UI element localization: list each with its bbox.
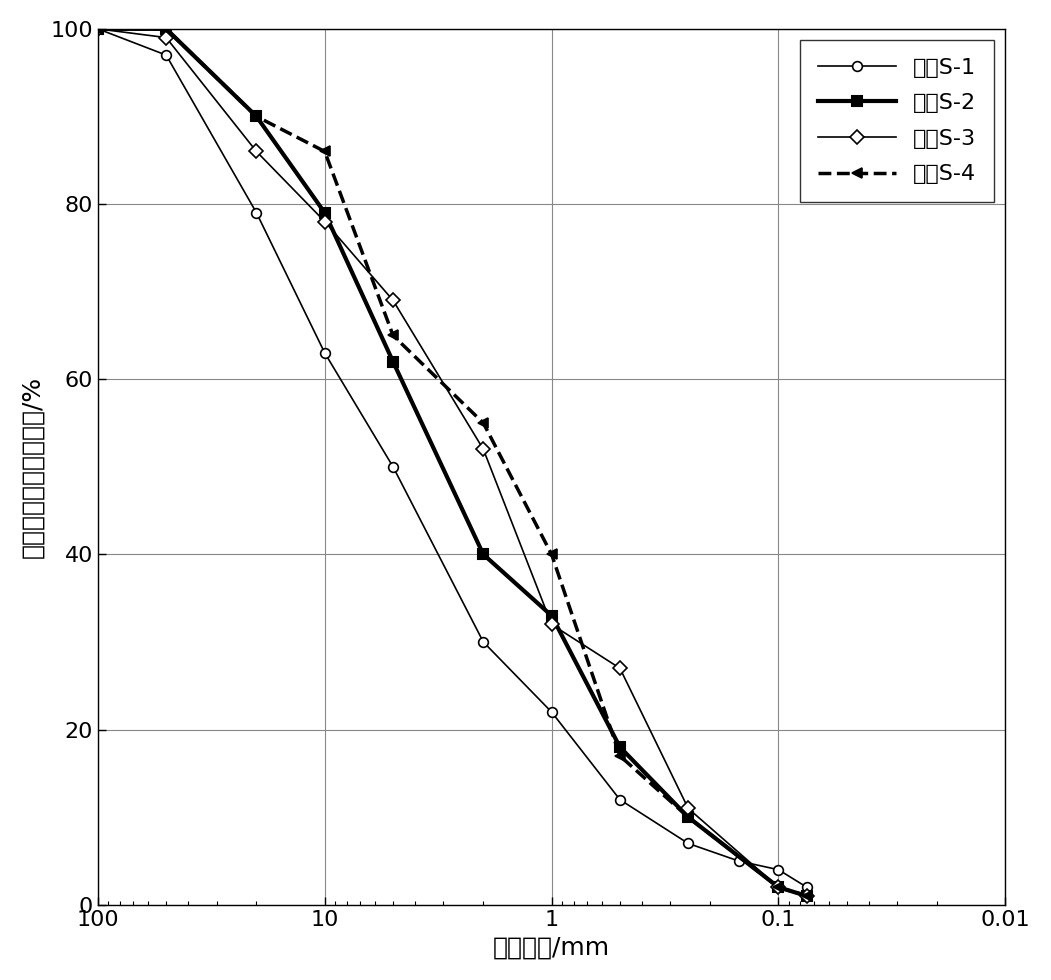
土样S-3 [614, 662, 626, 674]
土样S-4 [545, 549, 558, 561]
土样S-4 [682, 811, 695, 823]
土样S-2 [477, 549, 490, 561]
Line: 土样S-4: 土样S-4 [94, 24, 811, 901]
土样S-3 [545, 618, 558, 630]
土样S-2 [682, 811, 695, 823]
土样S-4 [614, 750, 626, 761]
Legend: 土样S-1, 土样S-2, 土样S-3, 土样S-4: 土样S-1, 土样S-2, 土样S-3, 土样S-4 [800, 40, 994, 202]
土样S-3 [160, 31, 172, 43]
Line: 土样S-1: 土样S-1 [94, 24, 811, 892]
土样S-4 [318, 146, 331, 158]
土样S-4 [250, 111, 263, 122]
土样S-3 [682, 803, 695, 814]
土样S-4 [477, 417, 490, 429]
土样S-2 [772, 881, 785, 893]
土样S-2 [545, 610, 558, 621]
土样S-1 [801, 881, 813, 893]
土样S-4 [387, 329, 399, 341]
土样S-2 [160, 23, 172, 34]
土样S-1 [545, 707, 558, 718]
X-axis label: 土粒直径/mm: 土粒直径/mm [493, 935, 611, 959]
土样S-4 [801, 890, 813, 902]
土样S-1 [250, 207, 263, 219]
土样S-1 [91, 23, 104, 34]
土样S-3 [91, 23, 104, 34]
土样S-1 [614, 794, 626, 806]
土样S-1 [733, 856, 745, 867]
Y-axis label: 小于某粒径土重百分数/%: 小于某粒径土重百分数/% [21, 375, 45, 558]
土样S-4 [91, 23, 104, 34]
土样S-2 [91, 23, 104, 34]
土样S-2 [387, 356, 399, 368]
土样S-2 [614, 741, 626, 753]
土样S-2 [250, 111, 263, 122]
Line: 土样S-2: 土样S-2 [94, 24, 811, 901]
土样S-3 [801, 890, 813, 902]
土样S-3 [250, 146, 263, 158]
土样S-2 [801, 890, 813, 902]
土样S-1 [160, 49, 172, 61]
土样S-2 [318, 207, 331, 219]
土样S-3 [772, 881, 785, 893]
土样S-1 [318, 347, 331, 359]
土样S-3 [318, 216, 331, 227]
Line: 土样S-3: 土样S-3 [94, 24, 811, 901]
土样S-4 [160, 23, 172, 34]
土样S-1 [682, 838, 695, 850]
土样S-1 [477, 636, 490, 648]
土样S-1 [772, 863, 785, 875]
土样S-1 [387, 461, 399, 472]
土样S-4 [772, 881, 785, 893]
土样S-3 [387, 294, 399, 306]
土样S-3 [477, 443, 490, 455]
